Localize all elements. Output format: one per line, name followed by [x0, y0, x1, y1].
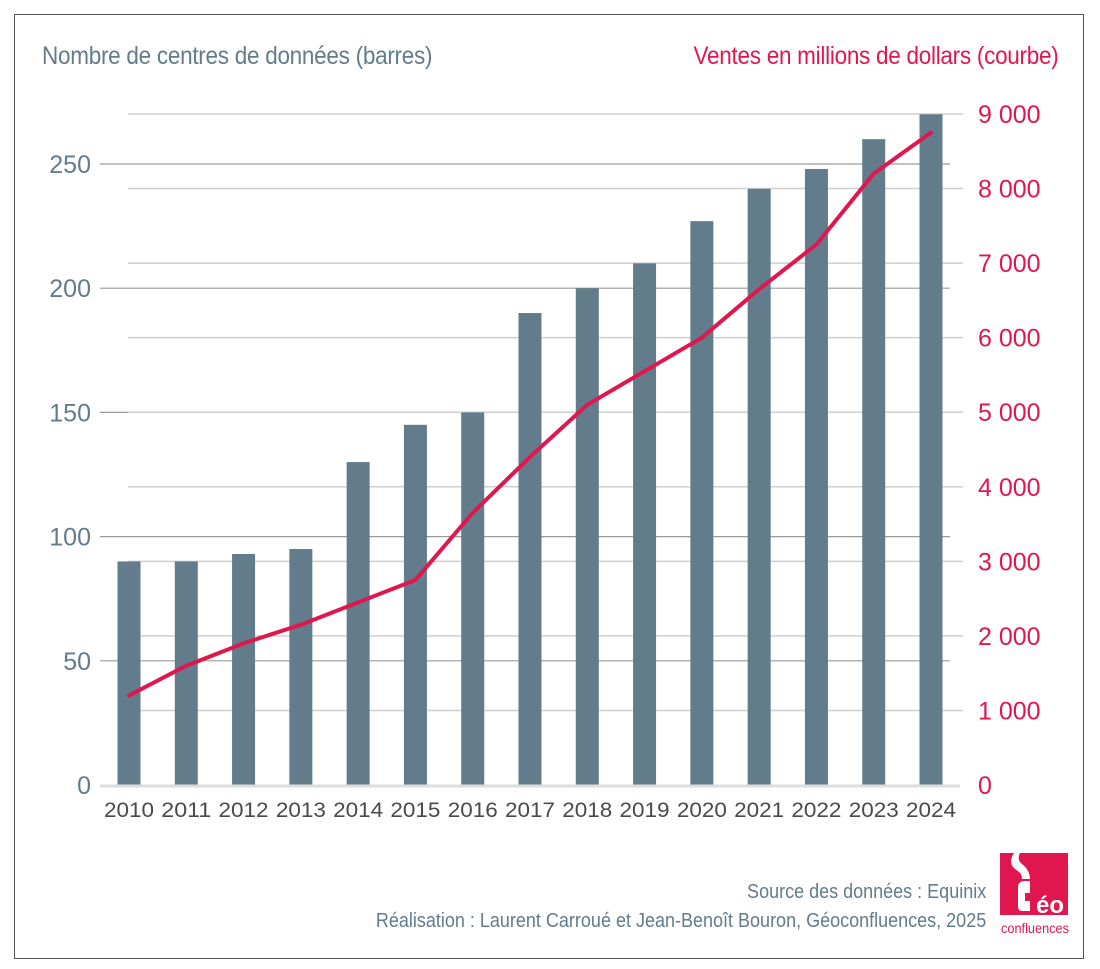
bar-2016: [461, 412, 485, 785]
left-tick-label: 0: [77, 772, 91, 800]
x-tick-label-2021: 2021: [734, 799, 784, 822]
right-tick-label: 1 000: [978, 697, 1041, 725]
left-axis-title: Nombre de centres de données (barres): [42, 42, 433, 70]
right-tick-label: 0: [978, 772, 992, 800]
x-tick-label-2014: 2014: [333, 799, 383, 822]
x-tick-label-2018: 2018: [562, 799, 612, 822]
left-tick-label: 250: [49, 151, 91, 179]
bar-2017: [518, 313, 542, 785]
right-tick-label: 5 000: [978, 399, 1041, 427]
bar-2018: [575, 288, 599, 785]
bar-2012: [232, 553, 256, 785]
bar-2019: [633, 263, 657, 785]
left-tick-label: 100: [49, 524, 91, 552]
sales-line: [127, 130, 933, 698]
x-tick-label-2020: 2020: [677, 799, 727, 822]
x-tick-label-2024: 2024: [906, 799, 956, 822]
bar-2011: [174, 561, 198, 785]
geoconfluences-logo: éo confluences: [1000, 853, 1069, 936]
right-tick-label: 2 000: [978, 623, 1041, 651]
left-tick-label: 200: [49, 275, 91, 303]
right-axis-ticks: 0 1 000 2 000 3 000 4 000 5 000 6 000 7 000 8 00…: [978, 101, 1041, 800]
x-tick-label-2010: 2010: [104, 799, 154, 822]
bar-2020: [690, 221, 714, 785]
x-tick-label-2012: 2012: [219, 799, 269, 822]
logo-g-cutout: [1018, 881, 1030, 911]
right-tick-label: 4 000: [978, 474, 1041, 502]
author-text: Réalisation : Laurent Carroué et Jean-Be…: [375, 910, 986, 932]
logo-letters: éo: [1036, 892, 1064, 919]
x-tick-label-2023: 2023: [849, 799, 899, 822]
bar-2015: [403, 424, 427, 785]
bar-2021: [747, 188, 771, 786]
left-tick-label: 150: [49, 399, 91, 427]
source-text: Source des données : Equinix: [746, 881, 986, 903]
credits: Source des données : Equinix Réalisation…: [376, 878, 986, 936]
right-axis-title: Ventes en millions de dollars (courbe): [693, 42, 1058, 70]
right-tick-label: 9 000: [978, 101, 1041, 129]
logo-cutout: [1000, 853, 1030, 879]
x-tick-label-2019: 2019: [620, 799, 670, 822]
bar-2013: [289, 549, 313, 785]
x-tick-label-2022: 2022: [791, 799, 841, 822]
logo-word: confluences: [1001, 920, 1069, 936]
bar-2022: [804, 168, 828, 785]
right-tick-label: 8 000: [978, 176, 1041, 204]
x-tick-label-2015: 2015: [390, 799, 440, 822]
bar-2023: [862, 139, 886, 785]
left-axis-ticks: 0 50 100 150 200 250: [49, 151, 91, 800]
bar-2024: [919, 114, 943, 785]
x-tick-label-2017: 2017: [505, 799, 555, 822]
right-tick-label: 3 000: [978, 548, 1041, 576]
x-tick-label-2016: 2016: [448, 799, 498, 822]
bars: [117, 114, 943, 786]
x-tick-label-2011: 2011: [161, 799, 211, 822]
right-tick-label: 6 000: [978, 325, 1041, 353]
bar-2014: [346, 462, 370, 785]
x-tick-label-2013: 2013: [276, 799, 326, 822]
bar-2010: [117, 561, 141, 785]
left-tick-label: 50: [63, 648, 91, 676]
right-tick-label: 7 000: [978, 250, 1041, 278]
x-axis-ticks: 2010 2011 2012 2013 2014 2015 2016 2017 2018 2019…: [104, 799, 956, 822]
